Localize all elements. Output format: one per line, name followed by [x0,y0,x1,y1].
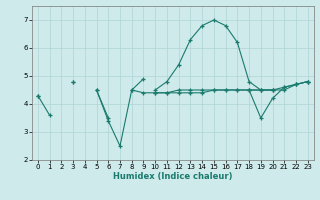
X-axis label: Humidex (Indice chaleur): Humidex (Indice chaleur) [113,172,233,181]
